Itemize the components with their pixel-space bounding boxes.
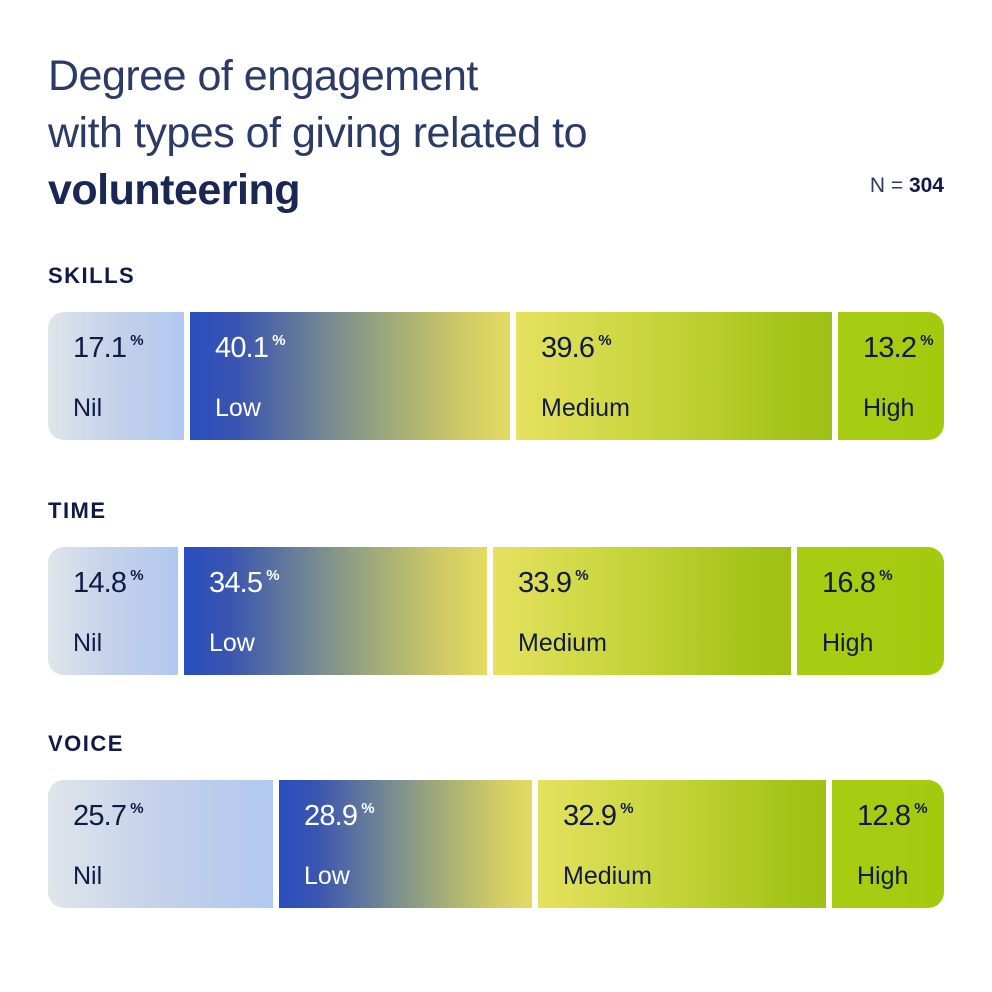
bar-segment-voice-medium: 32.9% Medium xyxy=(538,780,826,908)
bar-segment-time-nil: 14.8% Nil xyxy=(48,547,178,675)
value-number: 14.8 xyxy=(73,567,127,599)
bar-time: 14.8% Nil 34.5% Low 33.9% Medium 16.8% High xyxy=(48,547,944,675)
segment-category-label: Low xyxy=(215,394,261,422)
bar-segment-voice-low: 28.9% Low xyxy=(279,780,532,908)
value-label: 16.8% xyxy=(822,567,893,600)
bar-segment-skills-medium: 39.6% Medium xyxy=(516,312,832,440)
bar-segment-time-high: 16.8% High xyxy=(797,547,944,675)
value-label: 34.5% xyxy=(209,567,280,600)
percent-sign: % xyxy=(920,332,934,349)
segment-category-label: Low xyxy=(209,629,255,657)
value-number: 34.5 xyxy=(209,567,263,599)
percent-sign: % xyxy=(130,567,144,584)
value-number: 33.9 xyxy=(518,567,572,599)
sample-size-value: 304 xyxy=(908,174,944,197)
percent-sign: % xyxy=(130,332,144,349)
value-label: 25.7% xyxy=(73,800,144,833)
title-line-1: Degree of engagement xyxy=(48,52,478,100)
value-number: 13.2 xyxy=(863,332,917,364)
segment-category-label: Medium xyxy=(541,394,630,422)
sample-size-label: N = xyxy=(869,174,904,197)
bar-voice: 25.7% Nil 28.9% Low 32.9% Medium 12.8% High xyxy=(48,780,944,908)
bar-segment-skills-nil: 17.1% Nil xyxy=(48,312,184,440)
segment-category-label: Medium xyxy=(563,862,652,890)
value-number: 16.8 xyxy=(822,567,876,599)
segment-category-label: Nil xyxy=(73,394,103,422)
percent-sign: % xyxy=(879,567,893,584)
sample-size: N = 304 xyxy=(870,174,944,198)
percent-sign: % xyxy=(575,567,589,584)
value-number: 40.1 xyxy=(215,332,269,364)
bar-segment-time-low: 34.5% Low xyxy=(184,547,487,675)
title-line-bold: volunteering xyxy=(48,166,301,214)
chart-title: Degree of engagement with types of givin… xyxy=(48,48,588,219)
value-label: 32.9% xyxy=(563,800,634,833)
value-label: 33.9% xyxy=(518,567,589,600)
bar-segment-time-medium: 33.9% Medium xyxy=(493,547,791,675)
bar-skills: 17.1% Nil 40.1% Low 39.6% Medium 13.2% High xyxy=(48,312,944,440)
percent-sign: % xyxy=(620,800,634,817)
title-line-2: with types of giving related to xyxy=(48,109,588,157)
bar-segment-voice-high: 12.8% High xyxy=(832,780,944,908)
percent-sign: % xyxy=(361,800,375,817)
bar-segment-voice-nil: 25.7% Nil xyxy=(48,780,273,908)
percent-sign: % xyxy=(272,332,286,349)
bar-segment-skills-high: 13.2% High xyxy=(838,312,944,440)
value-number: 25.7 xyxy=(73,800,127,832)
segment-category-label: Nil xyxy=(73,862,103,890)
category-label-voice: VOICE xyxy=(48,731,124,756)
percent-sign: % xyxy=(266,567,280,584)
category-label-time: TIME xyxy=(48,498,107,523)
segment-category-label: High xyxy=(863,394,915,422)
category-label-skills: SKILLS xyxy=(48,263,136,288)
value-label: 17.1% xyxy=(73,332,144,365)
value-number: 39.6 xyxy=(541,332,595,364)
value-label: 40.1% xyxy=(215,332,286,365)
value-label: 28.9% xyxy=(304,800,375,833)
segment-category-label: High xyxy=(857,862,909,890)
value-number: 12.8 xyxy=(857,800,911,832)
value-label: 14.8% xyxy=(73,567,144,600)
segment-category-label: High xyxy=(822,629,874,657)
value-number: 17.1 xyxy=(73,332,127,364)
percent-sign: % xyxy=(914,800,928,817)
value-number: 28.9 xyxy=(304,800,358,832)
segment-category-label: Nil xyxy=(73,629,103,657)
segment-category-label: Low xyxy=(304,862,350,890)
segment-category-label: Medium xyxy=(518,629,607,657)
bar-segment-skills-low: 40.1% Low xyxy=(190,312,510,440)
percent-sign: % xyxy=(598,332,612,349)
value-label: 13.2% xyxy=(863,332,934,365)
value-label: 12.8% xyxy=(857,800,928,833)
value-number: 32.9 xyxy=(563,800,617,832)
percent-sign: % xyxy=(130,800,144,817)
value-label: 39.6% xyxy=(541,332,612,365)
